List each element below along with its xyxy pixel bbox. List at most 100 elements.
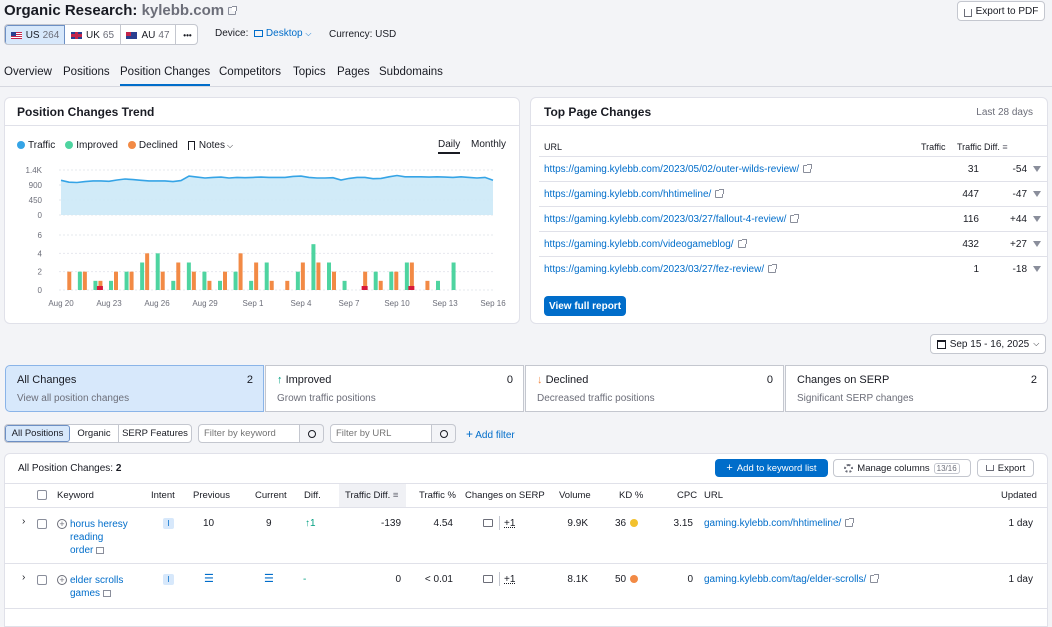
legend-traffic[interactable]: Traffic (17, 140, 55, 151)
th-keyword[interactable]: Keyword (57, 490, 94, 501)
filter-all-positions[interactable]: All Positions (5, 425, 70, 442)
row-checkbox[interactable] (37, 575, 47, 585)
x-tick-label: Sep 10 (384, 299, 410, 308)
db-chip-uk[interactable]: UK 65 (65, 25, 121, 44)
page-url-link[interactable]: https://gaming.kylebb.com/videogameblog/ (544, 238, 734, 250)
db-chip-us[interactable]: US 264 (5, 25, 65, 44)
filter-funnel-icon[interactable] (1033, 215, 1041, 222)
th-previous[interactable]: Previous (193, 490, 230, 501)
th-volume[interactable]: Volume (559, 490, 591, 501)
tab-position-changes[interactable]: Position Changes (120, 66, 211, 78)
filter-funnel-icon[interactable] (1033, 266, 1041, 273)
tab-positions[interactable]: Positions (63, 66, 110, 78)
row-checkbox[interactable] (37, 519, 47, 529)
col-traffic[interactable]: Traffic (921, 142, 946, 152)
tab-topics[interactable]: Topics (293, 66, 326, 78)
keyword-search-button[interactable] (300, 424, 324, 443)
th-diff[interactable]: Diff. (304, 490, 321, 501)
export-pdf-button[interactable]: Export to PDF (957, 1, 1045, 21)
manage-columns-button[interactable]: Manage columns 13/16 (833, 459, 971, 477)
keyword-filter-input[interactable] (198, 424, 300, 443)
filter-organic[interactable]: Organic (70, 425, 119, 442)
th-current[interactable]: Current (255, 490, 287, 501)
more-databases-button[interactable]: ••• (176, 25, 197, 44)
serp-snapshot-icon[interactable] (96, 546, 105, 554)
cell-updated: 1 day (1008, 518, 1033, 529)
cell-url[interactable]: gaming.kylebb.com/tag/elder-scrolls/ (704, 574, 880, 585)
add-filter-button[interactable]: + Add filter (466, 427, 515, 441)
expand-row-icon[interactable]: › (22, 516, 26, 527)
tab-subdomains[interactable]: Subdomains (379, 66, 443, 78)
traffic-cell: 432 (919, 231, 979, 257)
page-title-domain[interactable]: kylebb.com (141, 2, 225, 19)
external-link-icon[interactable] (870, 574, 880, 584)
tab-competitors[interactable]: Competitors (219, 66, 281, 78)
export-button[interactable]: Export (977, 459, 1034, 477)
th-url[interactable]: URL (704, 490, 724, 501)
th-traffic-diff[interactable]: Traffic Diff. ≡ (345, 490, 398, 501)
list-icon[interactable]: ☰ (204, 573, 214, 585)
bar-improved (171, 280, 176, 290)
page-url-link[interactable]: https://gaming.kylebb.com/2023/03/27/fez… (544, 263, 765, 275)
url-filter-input[interactable] (330, 424, 432, 443)
toggle-monthly[interactable]: Monthly (471, 139, 507, 150)
add-keyword-icon[interactable]: + (57, 519, 67, 529)
external-link-icon[interactable] (715, 188, 725, 198)
external-link-icon[interactable] (737, 238, 747, 248)
position-changes-trend-card: Position Changes Trend Traffic Improved … (4, 97, 520, 324)
list-icon[interactable]: ☰ (264, 573, 274, 585)
url-cell: https://gaming.kylebb.com/2023/03/27/fez… (539, 256, 919, 282)
tab-pages[interactable]: Pages (337, 66, 370, 78)
url-search-button[interactable] (432, 424, 456, 443)
serp-features-icon[interactable] (483, 575, 493, 583)
summary-card-all-changes[interactable]: All Changes 2 View all position changes (5, 365, 264, 412)
select-all-checkbox[interactable] (37, 490, 47, 500)
keyword-link[interactable]: horus heresy reading order (70, 518, 128, 557)
th-kd[interactable]: KD % (619, 490, 644, 501)
add-to-keyword-list-button[interactable]: + Add to keyword list (715, 459, 828, 477)
x-tick-label: Sep 13 (432, 299, 458, 308)
cell-url[interactable]: gaming.kylebb.com/hhtimeline/ (704, 518, 855, 529)
th-updated[interactable]: Updated (1001, 490, 1037, 501)
serp-features-icon[interactable] (483, 519, 493, 527)
filter-funnel-icon[interactable] (1033, 165, 1041, 172)
legend-improved[interactable]: Improved (65, 140, 118, 151)
external-link-icon[interactable] (845, 518, 855, 528)
external-link-icon[interactable] (803, 163, 813, 173)
page-url-link[interactable]: https://gaming.kylebb.com/2023/03/27/fal… (544, 213, 787, 225)
expand-row-icon[interactable]: › (22, 572, 26, 583)
filter-funnel-icon[interactable] (1033, 240, 1041, 247)
page-url-link[interactable]: https://gaming.kylebb.com/2023/05/02/out… (544, 163, 800, 175)
external-link-icon[interactable] (768, 264, 778, 274)
add-keyword-icon[interactable]: + (57, 575, 67, 585)
view-full-report-button[interactable]: View full report (544, 296, 626, 316)
th-traffic-pct[interactable]: Traffic % (419, 490, 456, 501)
summary-card-declined[interactable]: ↓ Declined 0 Decreased traffic positions (525, 365, 784, 412)
device-selector[interactable]: Device: Desktop ⌵ (215, 28, 311, 39)
th-changes-serp[interactable]: Changes on SERP (465, 490, 545, 501)
summary-card-improved[interactable]: ↑ Improved 0 Grown traffic positions (265, 365, 524, 412)
page-url-link[interactable]: https://gaming.kylebb.com/hhtimeline/ (544, 188, 712, 200)
external-link-icon[interactable] (790, 213, 800, 223)
traffic-diff-header-bg (339, 484, 406, 507)
keyword-line: games (70, 587, 123, 600)
th-cpc[interactable]: CPC (677, 490, 698, 501)
tab-overview[interactable]: Overview (4, 66, 52, 78)
bar-improved (451, 262, 456, 290)
legend-declined[interactable]: Declined (127, 140, 178, 151)
toggle-daily[interactable]: Daily (438, 139, 461, 154)
filter-funnel-icon[interactable] (1033, 190, 1041, 197)
filter-serp-features[interactable]: SERP Features (122, 428, 188, 439)
db-chip-au[interactable]: AU 47 (121, 25, 176, 44)
page-title-prefix: Organic Research: (4, 2, 138, 19)
keyword-link[interactable]: elder scrolls games (70, 574, 123, 600)
cell-serp-change[interactable]: +1 (504, 518, 516, 529)
th-intent[interactable]: Intent (151, 490, 175, 501)
external-link-icon[interactable] (228, 6, 238, 16)
col-traffic-diff[interactable]: Traffic Diff. ≡ (957, 142, 1008, 152)
legend-notes[interactable]: Notes ⌵ (187, 140, 233, 151)
serp-snapshot-icon[interactable] (102, 589, 111, 597)
summary-card-serp[interactable]: Changes on SERP 2 Significant SERP chang… (785, 365, 1048, 412)
date-range-picker[interactable]: Sep 15 - 16, 2025 ⌵ (930, 334, 1046, 354)
cell-serp-change[interactable]: +1 (504, 574, 516, 585)
